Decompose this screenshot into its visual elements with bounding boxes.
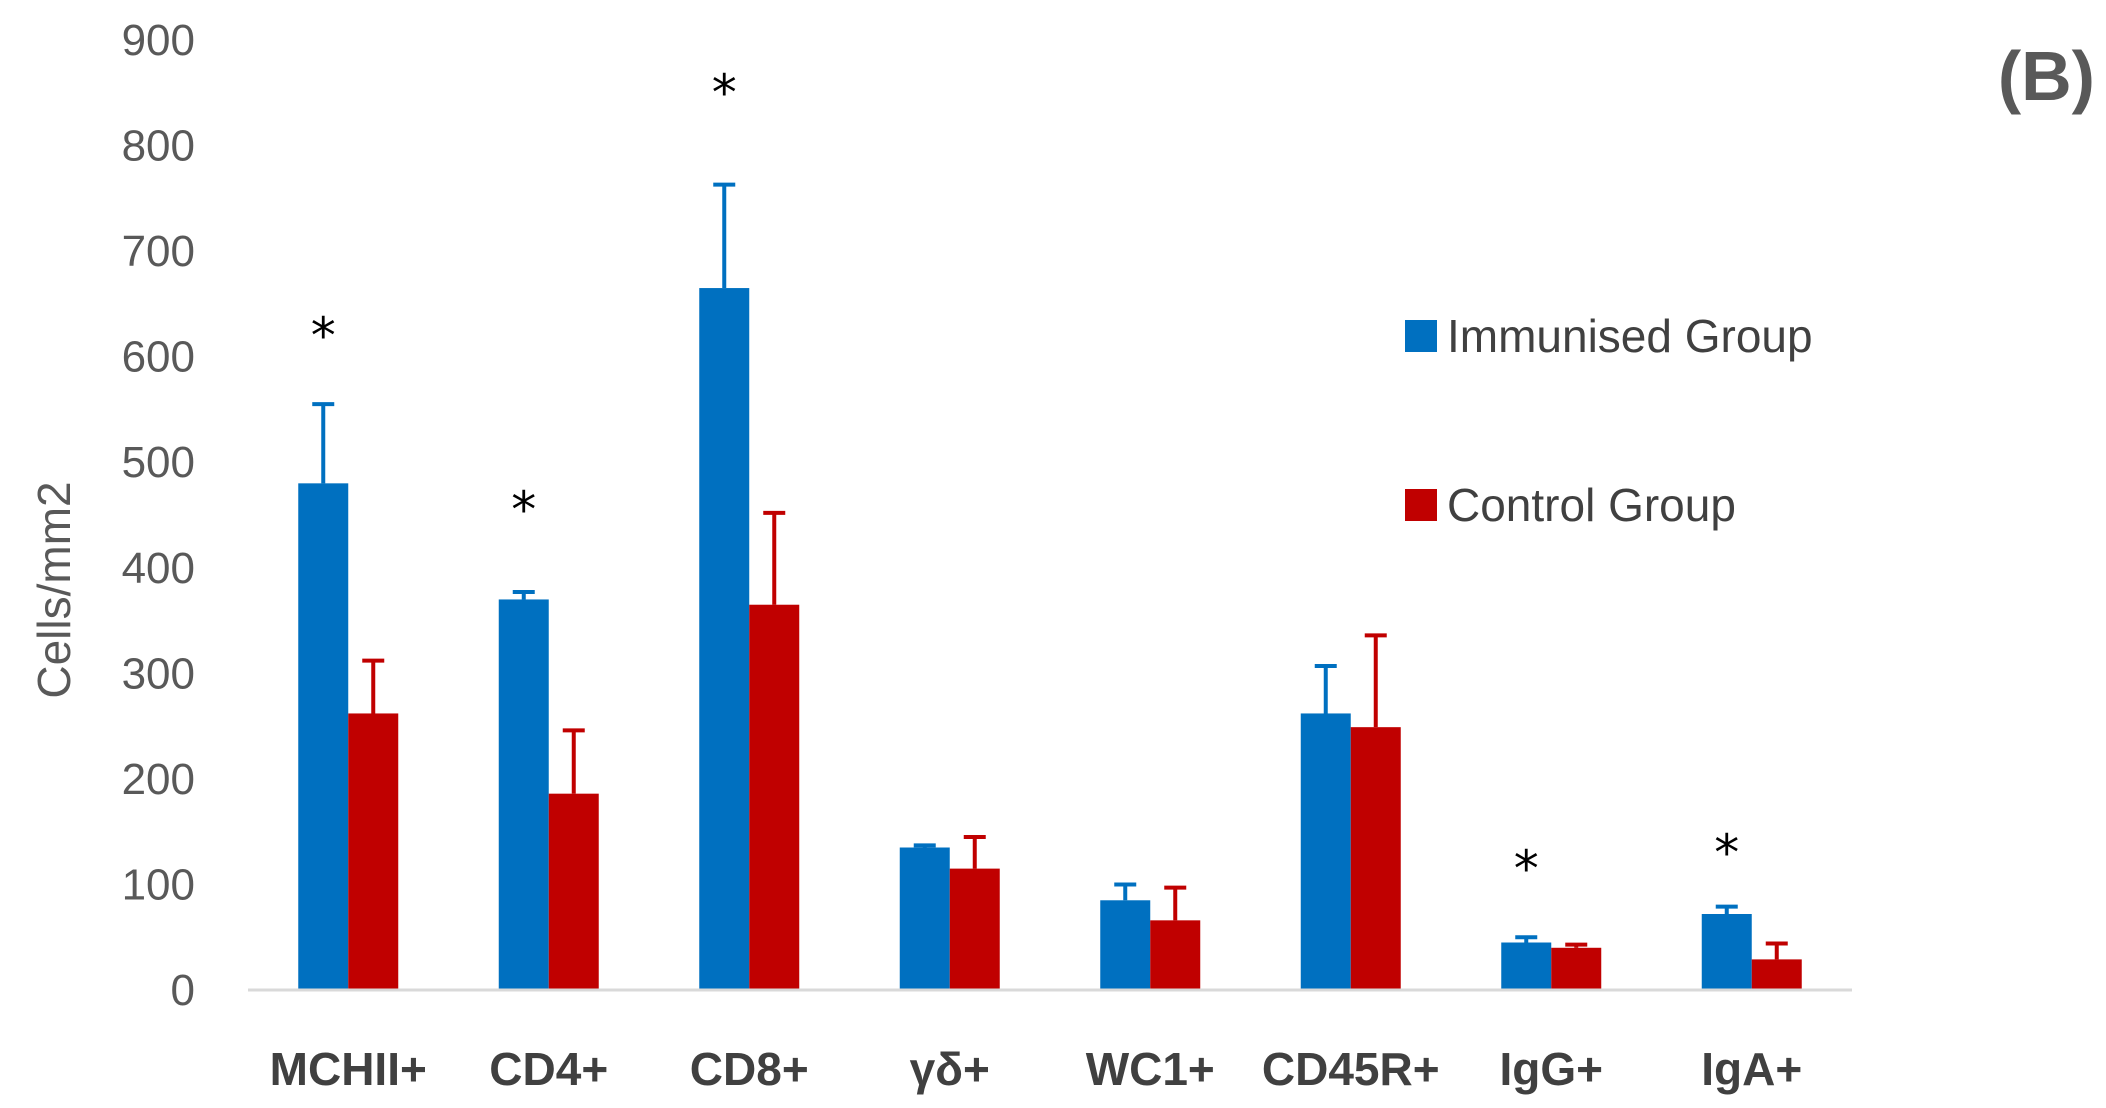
bar-immunised-group bbox=[1701, 914, 1752, 990]
legend-label: Immunised Group bbox=[1447, 310, 1813, 362]
y-tick-label: 300 bbox=[122, 649, 195, 698]
bar-control-group bbox=[1551, 947, 1602, 990]
significance-star: * bbox=[511, 481, 536, 539]
x-tick-label: WC1+ bbox=[1086, 1043, 1215, 1095]
significance-markers: * * * * * bbox=[311, 64, 1740, 898]
legend-swatch bbox=[1405, 320, 1437, 352]
bar-immunised-group bbox=[899, 847, 950, 990]
x-tick-label: CD4+ bbox=[489, 1043, 608, 1095]
bar-immunised-group bbox=[1501, 942, 1552, 990]
legend-label: Control Group bbox=[1447, 479, 1736, 531]
bar-immunised-group bbox=[498, 599, 549, 990]
y-axis-ticks: 0 100 200 300 400 500 600 700 800 900 bbox=[122, 16, 195, 1015]
bar-control-group bbox=[1751, 959, 1802, 990]
y-tick-label: 400 bbox=[122, 544, 195, 593]
y-tick-label: 900 bbox=[122, 16, 195, 65]
x-tick-label: γδ+ bbox=[910, 1043, 990, 1095]
y-tick-label: 600 bbox=[122, 333, 195, 382]
y-tick-label: 200 bbox=[122, 755, 195, 804]
bar-control-group bbox=[1150, 920, 1201, 990]
significance-star: * bbox=[1514, 840, 1539, 898]
panel-label: (B) bbox=[1998, 37, 2095, 115]
legend-swatch bbox=[1405, 489, 1437, 521]
legend: Immunised Group Control Group bbox=[1405, 310, 1813, 531]
y-tick-label: 0 bbox=[171, 966, 195, 1015]
bar-immunised-group bbox=[699, 288, 750, 990]
x-tick-label: CD45R+ bbox=[1262, 1043, 1440, 1095]
bar-control-group bbox=[348, 713, 399, 990]
significance-star: * bbox=[712, 64, 737, 122]
y-axis-label: Cells/mm2 bbox=[28, 481, 80, 698]
bar-immunised-group bbox=[1300, 713, 1351, 990]
y-tick-label: 100 bbox=[122, 860, 195, 909]
x-axis-labels: MCHII+ CD4+ CD8+ γδ+ WC1+ CD45R+ IgG+ IgA+ bbox=[270, 1043, 1803, 1095]
y-tick-label: 500 bbox=[122, 438, 195, 487]
bar-control-group bbox=[548, 793, 599, 990]
bar-immunised-group bbox=[1100, 900, 1151, 990]
x-tick-label: CD8+ bbox=[690, 1043, 809, 1095]
x-tick-label: MCHII+ bbox=[270, 1043, 427, 1095]
bar-immunised-group bbox=[298, 483, 349, 990]
y-tick-label: 800 bbox=[122, 122, 195, 171]
bars bbox=[298, 182, 1802, 990]
x-tick-label: IgA+ bbox=[1701, 1043, 1802, 1095]
significance-star: * bbox=[1714, 824, 1739, 882]
bar-control-group bbox=[1350, 727, 1401, 990]
y-tick-label: 700 bbox=[122, 227, 195, 276]
bar-control-group bbox=[949, 868, 1000, 990]
bar-control-group bbox=[749, 604, 800, 990]
significance-star: * bbox=[311, 307, 336, 365]
x-tick-label: IgG+ bbox=[1499, 1043, 1603, 1095]
